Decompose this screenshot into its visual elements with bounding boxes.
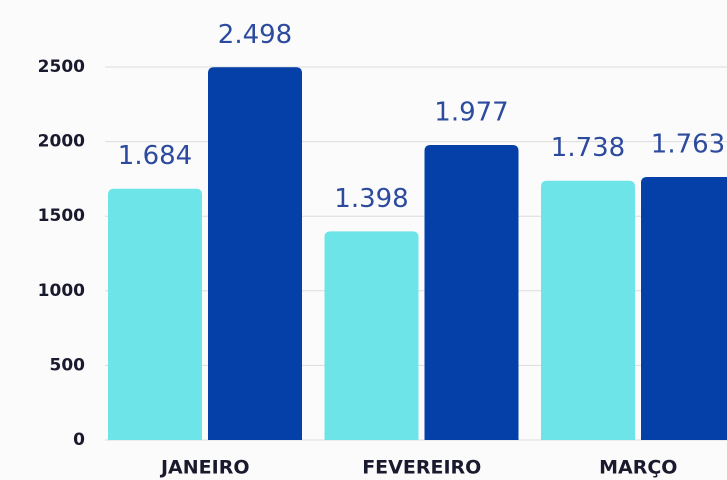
value-label: 1.738 [551,133,625,163]
y-tick-label: 0 [73,430,85,450]
value-label: 2.498 [218,20,292,50]
y-tick-label: 2000 [38,132,85,152]
value-label: 1.977 [434,98,508,128]
value-label: 1.398 [334,184,408,214]
bar [208,67,302,440]
value-label: 1.684 [118,141,192,171]
bar [324,231,419,440]
bar [108,188,202,440]
x-tick-label: JANEIRO [159,457,250,479]
x-tick-label: FEVEREIRO [362,457,481,479]
y-tick-label: 500 [50,355,86,375]
y-tick-label: 1000 [38,281,85,301]
y-tick-label: 2500 [38,57,85,77]
x-tick-label: MARÇO [599,457,677,479]
bar [424,145,519,440]
bar [541,180,635,440]
bar [641,176,727,440]
y-tick-label: 1500 [38,206,85,226]
value-label: 1.763 [651,129,725,159]
